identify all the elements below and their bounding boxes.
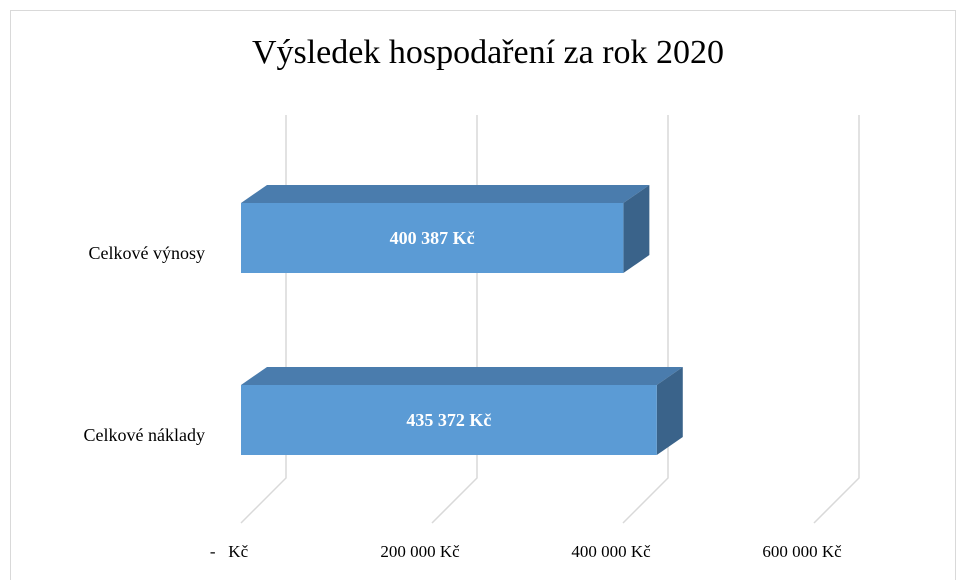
grid-line (813, 115, 860, 524)
y-tick-label: Celkové náklady (84, 425, 205, 445)
data-label: 435 372 Kč (406, 410, 491, 430)
bar (241, 385, 657, 455)
grid-line (622, 115, 669, 524)
grid-line (431, 115, 478, 524)
bar-top (241, 185, 650, 203)
chart-title: Výsledek hospodaření za rok 2020 (252, 34, 724, 71)
chart-frame (10, 10, 956, 580)
bar (241, 203, 624, 273)
grid-line (240, 115, 287, 524)
bar-side (656, 367, 683, 455)
data-label: 400 387 Kč (390, 228, 475, 248)
bar-top (241, 367, 683, 385)
x-tick-label: 600 000 Kč (762, 542, 842, 561)
y-tick-label: Celkové výnosy (89, 243, 206, 263)
bar-side (623, 185, 650, 273)
x-tick-label: - Kč (210, 542, 249, 561)
x-tick-label: 400 000 Kč (571, 542, 651, 561)
x-tick-label: 200 000 Kč (380, 542, 460, 561)
